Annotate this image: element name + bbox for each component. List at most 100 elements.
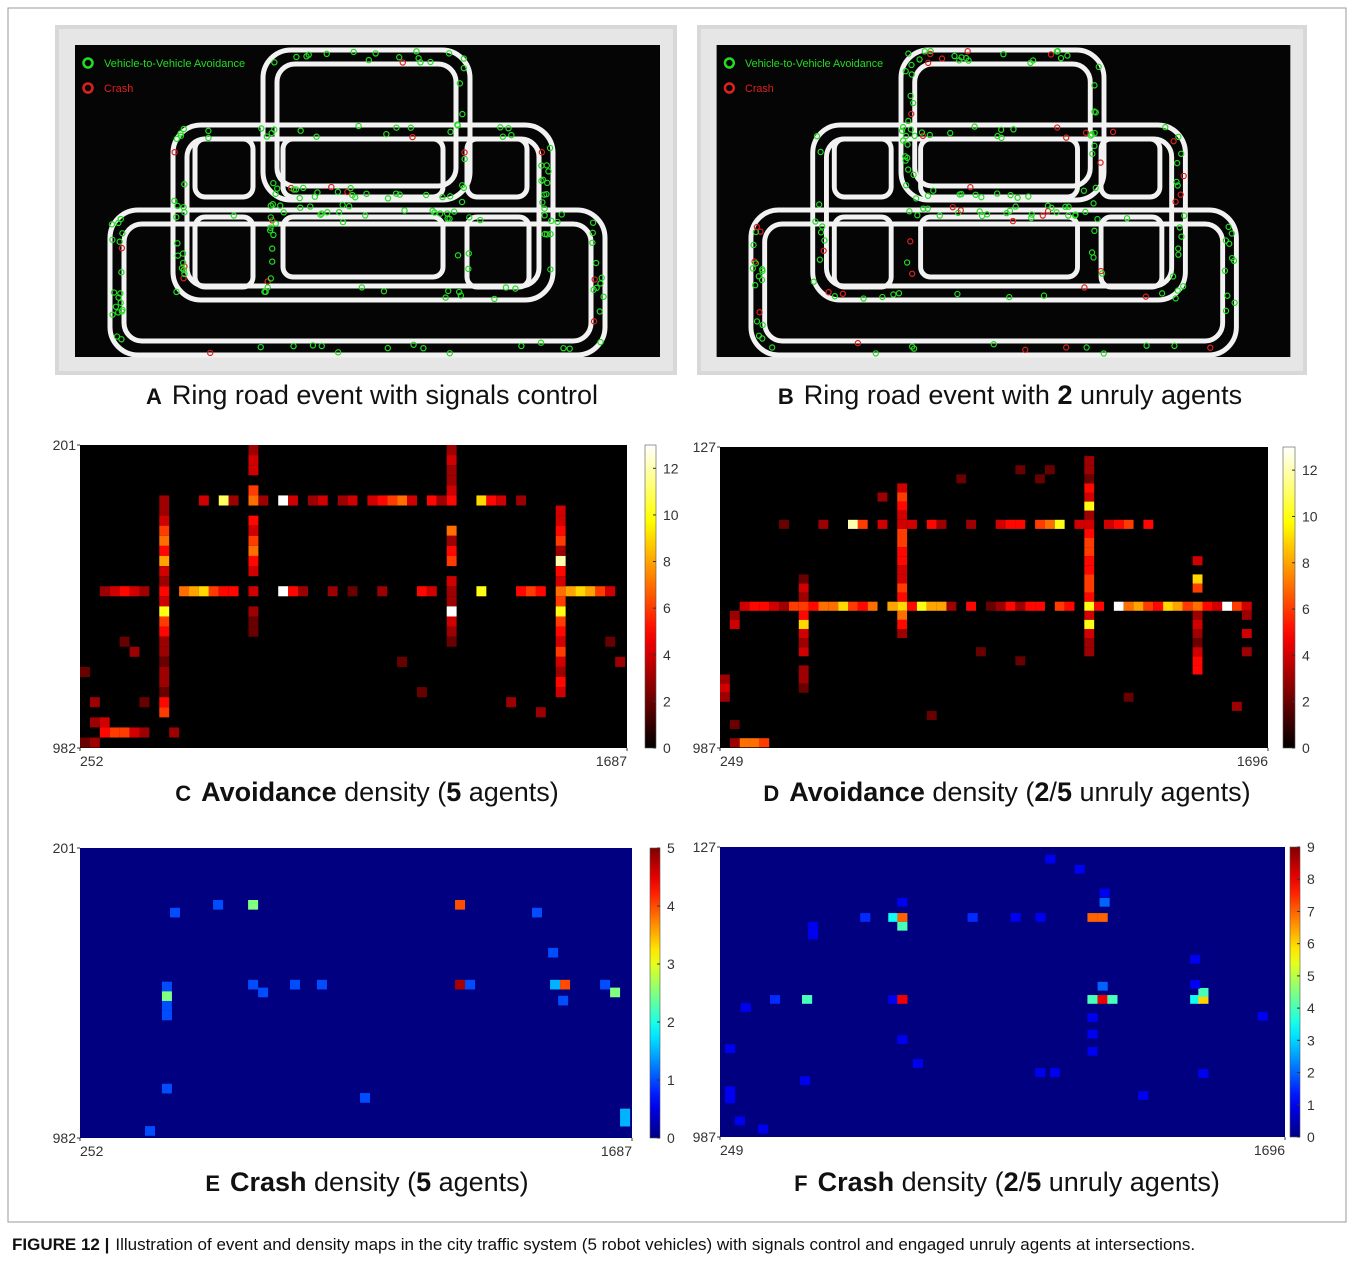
avoid-dot xyxy=(443,210,451,217)
avoid-dot xyxy=(114,309,122,316)
heat-cell xyxy=(1087,1029,1098,1039)
avoid-dot xyxy=(972,191,979,198)
avoid-dot xyxy=(597,280,604,287)
avoid-dot xyxy=(290,186,298,193)
heat-cell xyxy=(1087,995,1098,1004)
avoid-dot xyxy=(596,308,603,315)
avoid-dot xyxy=(230,212,238,219)
figure-label: FIGURE 12 | xyxy=(12,1235,109,1254)
avoid-dot xyxy=(401,207,408,214)
avoid-dot xyxy=(1226,240,1233,247)
avoid-dot xyxy=(1082,208,1089,216)
colorbar-tick-label: 8 xyxy=(663,554,671,570)
heat-cell xyxy=(446,465,457,476)
heat-cell xyxy=(788,601,799,611)
avoid-dot xyxy=(956,191,963,198)
heat-cell xyxy=(446,545,457,556)
heat-cell xyxy=(506,697,517,708)
avoid-dot xyxy=(750,241,757,249)
heat-cell xyxy=(535,586,546,597)
heat-cell xyxy=(455,899,466,910)
panel-caption: F Crash density (2/5 unruly agents) xyxy=(794,1167,1220,1197)
avoid-dot xyxy=(902,132,910,140)
avoid-dot xyxy=(1054,47,1061,55)
avoid-dot xyxy=(118,336,125,343)
avoid-dot xyxy=(936,212,943,219)
avoid-dot xyxy=(813,133,821,140)
avoid-dot xyxy=(906,208,913,215)
heat-cell xyxy=(888,995,899,1004)
avoid-dot xyxy=(311,193,319,200)
avoid-dot xyxy=(1065,212,1072,219)
heat-cell xyxy=(1192,619,1203,629)
heat-cell xyxy=(198,586,209,597)
avoid-dot xyxy=(392,190,400,197)
heat-cell xyxy=(248,545,259,556)
avoid-dot xyxy=(297,204,304,211)
x-tick-label: 1687 xyxy=(601,1143,632,1159)
avoid-dot xyxy=(879,293,886,301)
crash-dot xyxy=(957,207,964,214)
avoid-dot xyxy=(1089,150,1096,158)
heat-cell xyxy=(248,445,259,456)
colorbar xyxy=(649,847,661,1139)
heat-cell xyxy=(887,601,898,611)
avoid-dot xyxy=(907,92,914,100)
avoid-dot xyxy=(272,220,279,227)
heat-cell xyxy=(897,510,908,520)
avoid-dot xyxy=(912,195,920,202)
heat-cell xyxy=(179,586,190,597)
heat-cell xyxy=(516,586,526,597)
caption-part: 5 xyxy=(416,1167,431,1197)
x-tick-label: 1696 xyxy=(1254,1142,1285,1158)
heat-cell xyxy=(1084,565,1095,575)
y-tick-label: 987 xyxy=(693,740,717,756)
avoid-dot xyxy=(1179,283,1187,290)
heat-cell xyxy=(936,601,947,611)
heat-cell xyxy=(1084,492,1095,502)
heat-cell xyxy=(1084,574,1095,584)
heat-cell xyxy=(161,1010,172,1021)
crash-dot xyxy=(180,275,187,282)
avoid-dot xyxy=(173,135,180,143)
panel-letter: D xyxy=(763,781,779,806)
heat-cell xyxy=(800,1076,811,1086)
crash-dot xyxy=(1170,138,1177,145)
avoid-dot xyxy=(907,126,915,133)
avoid-dot xyxy=(413,48,420,55)
avoid-dot xyxy=(383,130,390,138)
heat-cell xyxy=(848,601,858,611)
avoid-dot xyxy=(431,209,438,216)
avoid-dot xyxy=(112,303,120,310)
crash-dot xyxy=(938,55,946,62)
heat-cell xyxy=(1074,519,1085,529)
heat-cell xyxy=(1087,1013,1098,1023)
colorbar-tick-label: 0 xyxy=(667,1130,675,1146)
avoid-dot xyxy=(821,237,828,244)
heat-cell xyxy=(161,1000,172,1011)
avoid-dot xyxy=(597,338,604,346)
heat-cell xyxy=(1087,1046,1098,1056)
avoid-dot xyxy=(345,203,353,210)
track-image xyxy=(697,25,1307,375)
heat-cell xyxy=(161,991,172,1001)
crash-dot xyxy=(927,50,934,58)
avoid-dot xyxy=(450,208,458,215)
heat-cell xyxy=(99,727,110,738)
avoid-dot xyxy=(458,198,466,206)
colorbar-tick-label: 2 xyxy=(1307,1065,1315,1081)
heat-cell xyxy=(416,586,427,597)
event-map: Vehicle-to-Vehicle Avoidance Crash xyxy=(697,25,1307,375)
avoid-dot xyxy=(1006,293,1013,301)
crash-dot xyxy=(1082,129,1090,136)
avoid-dot xyxy=(546,144,554,152)
avoid-dot xyxy=(335,208,343,216)
heat-cell xyxy=(798,592,809,602)
heat-cell xyxy=(897,601,908,611)
heat-cell xyxy=(278,586,289,597)
heat-cell xyxy=(1190,979,1201,989)
heat-cell xyxy=(897,528,908,538)
panel-caption: C Avoidance density (5 agents) xyxy=(175,777,559,807)
caption-part: density ( xyxy=(925,777,1035,807)
heat-cell xyxy=(798,610,809,620)
